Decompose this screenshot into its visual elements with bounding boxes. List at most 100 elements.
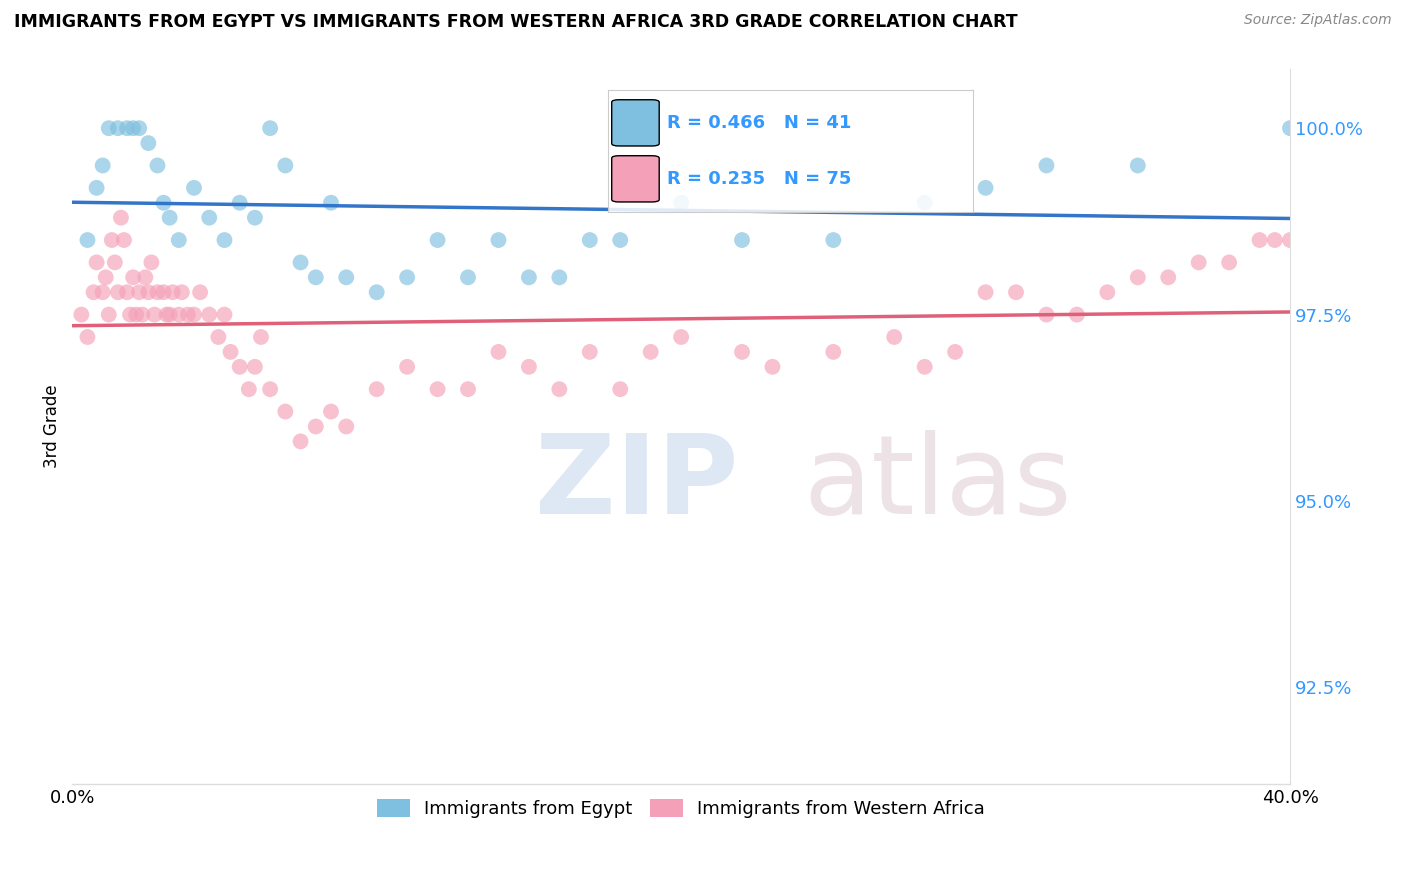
- Point: [198, 211, 221, 225]
- Point: [640, 345, 662, 359]
- Point: [243, 211, 266, 225]
- Point: [1279, 121, 1302, 136]
- Point: [228, 195, 250, 210]
- Point: [609, 233, 631, 247]
- Point: [115, 121, 138, 136]
- Point: [488, 345, 510, 359]
- Point: [274, 159, 297, 173]
- Point: [548, 270, 571, 285]
- Point: [259, 382, 281, 396]
- Point: [214, 308, 236, 322]
- Point: [1126, 159, 1149, 173]
- Point: [396, 359, 419, 374]
- Point: [883, 330, 905, 344]
- Point: [457, 270, 479, 285]
- Point: [107, 285, 129, 300]
- Point: [207, 330, 229, 344]
- Point: [290, 434, 312, 449]
- Point: [170, 285, 193, 300]
- Point: [335, 419, 357, 434]
- Point: [823, 233, 845, 247]
- Point: [669, 330, 692, 344]
- Point: [146, 285, 169, 300]
- Point: [609, 382, 631, 396]
- Point: [91, 159, 114, 173]
- Point: [86, 255, 108, 269]
- Point: [731, 345, 754, 359]
- Point: [366, 382, 388, 396]
- Point: [134, 270, 156, 285]
- Point: [122, 270, 145, 285]
- Point: [97, 308, 120, 322]
- Point: [1249, 233, 1271, 247]
- Point: [335, 270, 357, 285]
- Point: [1279, 233, 1302, 247]
- Point: [228, 359, 250, 374]
- Point: [94, 270, 117, 285]
- Point: [152, 285, 174, 300]
- Point: [488, 233, 510, 247]
- Point: [86, 181, 108, 195]
- Text: atlas: atlas: [803, 430, 1071, 537]
- Point: [120, 308, 142, 322]
- Point: [155, 308, 177, 322]
- Point: [128, 285, 150, 300]
- Point: [578, 345, 600, 359]
- Point: [83, 285, 105, 300]
- Point: [152, 195, 174, 210]
- Point: [131, 308, 153, 322]
- Point: [138, 136, 160, 150]
- Text: Source: ZipAtlas.com: Source: ZipAtlas.com: [1244, 13, 1392, 28]
- Point: [1157, 270, 1180, 285]
- Point: [914, 359, 936, 374]
- Point: [76, 330, 98, 344]
- Point: [290, 255, 312, 269]
- Point: [517, 359, 540, 374]
- Text: IMMIGRANTS FROM EGYPT VS IMMIGRANTS FROM WESTERN AFRICA 3RD GRADE CORRELATION CH: IMMIGRANTS FROM EGYPT VS IMMIGRANTS FROM…: [14, 13, 1018, 31]
- Point: [517, 270, 540, 285]
- Point: [823, 345, 845, 359]
- Point: [366, 285, 388, 300]
- Point: [115, 285, 138, 300]
- Point: [76, 233, 98, 247]
- Point: [731, 233, 754, 247]
- Point: [104, 255, 127, 269]
- Point: [305, 419, 328, 434]
- Point: [1035, 308, 1057, 322]
- Point: [426, 382, 449, 396]
- Point: [1126, 270, 1149, 285]
- Point: [457, 382, 479, 396]
- Point: [238, 382, 260, 396]
- Point: [112, 233, 135, 247]
- Point: [943, 345, 966, 359]
- Point: [1005, 285, 1028, 300]
- Point: [101, 233, 124, 247]
- Point: [188, 285, 211, 300]
- Point: [1097, 285, 1119, 300]
- Point: [141, 255, 163, 269]
- Point: [259, 121, 281, 136]
- Point: [974, 181, 997, 195]
- Point: [70, 308, 93, 322]
- Point: [138, 285, 160, 300]
- Point: [143, 308, 166, 322]
- Point: [146, 159, 169, 173]
- Point: [396, 270, 419, 285]
- Point: [183, 308, 205, 322]
- Point: [914, 195, 936, 210]
- Point: [1035, 159, 1057, 173]
- Point: [669, 195, 692, 210]
- Point: [91, 285, 114, 300]
- Point: [1066, 308, 1088, 322]
- Point: [214, 233, 236, 247]
- Point: [107, 121, 129, 136]
- Point: [426, 233, 449, 247]
- Point: [1218, 255, 1240, 269]
- Point: [128, 121, 150, 136]
- Point: [110, 211, 132, 225]
- Point: [319, 195, 342, 210]
- Point: [159, 211, 181, 225]
- Point: [167, 308, 190, 322]
- Point: [974, 285, 997, 300]
- Point: [319, 404, 342, 418]
